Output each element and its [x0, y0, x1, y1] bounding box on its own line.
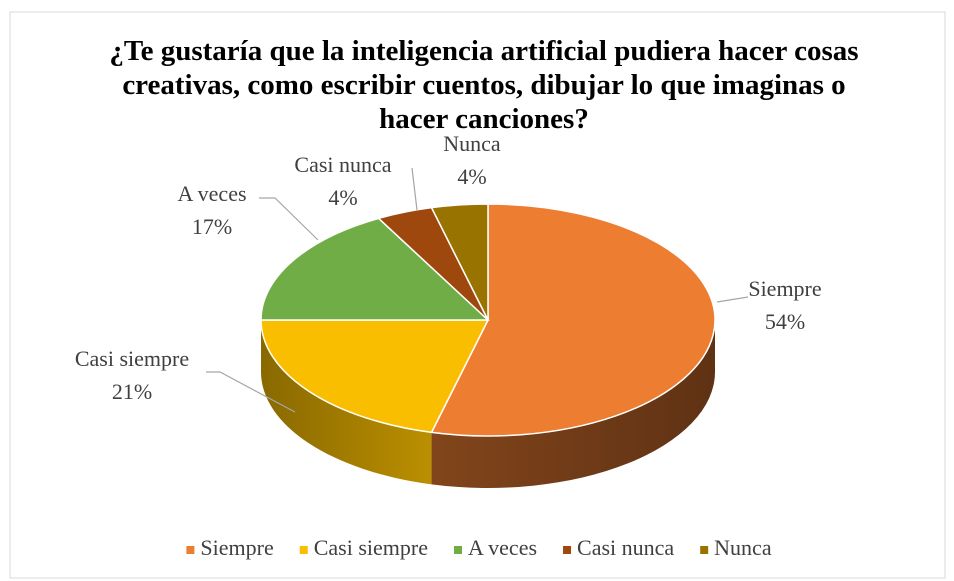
legend-label: Siempre [200, 535, 273, 560]
pie-slice [430, 203, 489, 321]
leader-line [206, 371, 296, 413]
legend-swatch [299, 546, 308, 554]
legend-swatch [453, 546, 462, 554]
data-label-value: 17% [192, 214, 232, 239]
pie-side [261, 320, 432, 485]
legend-swatch [563, 546, 572, 554]
legend-label: A veces [468, 535, 537, 560]
data-label-value: 4% [457, 164, 486, 189]
chart-border [9, 11, 946, 579]
pie-slice [430, 203, 716, 437]
leader-line [259, 197, 319, 241]
pie-side [431, 320, 715, 488]
legend-swatch [186, 546, 195, 554]
data-label-name: Casi nunca [294, 152, 391, 177]
legend-label: Nunca [714, 535, 772, 560]
pie-slice [260, 319, 490, 434]
data-label-value: 21% [112, 379, 152, 404]
data-label-value: 54% [765, 309, 805, 334]
data-label-name: Siempre [748, 276, 821, 301]
data-label-value: 4% [328, 185, 357, 210]
data-label-name: A veces [177, 181, 246, 206]
chart-title: ¿Te gustaría que la inteligencia artific… [109, 35, 859, 135]
pie-slice [260, 217, 490, 321]
leader-line [411, 167, 418, 211]
data-label-name: Casi siempre [75, 346, 189, 371]
legend: Siempre Casi siempre A veces Casi nunca Nunc… [186, 535, 772, 560]
legend-swatch [700, 546, 709, 554]
leader-line [716, 296, 749, 303]
legend-label: Casi nunca [577, 535, 674, 560]
data-label-name: Nunca [443, 131, 501, 156]
legend-label: Casi siempre [314, 535, 428, 560]
